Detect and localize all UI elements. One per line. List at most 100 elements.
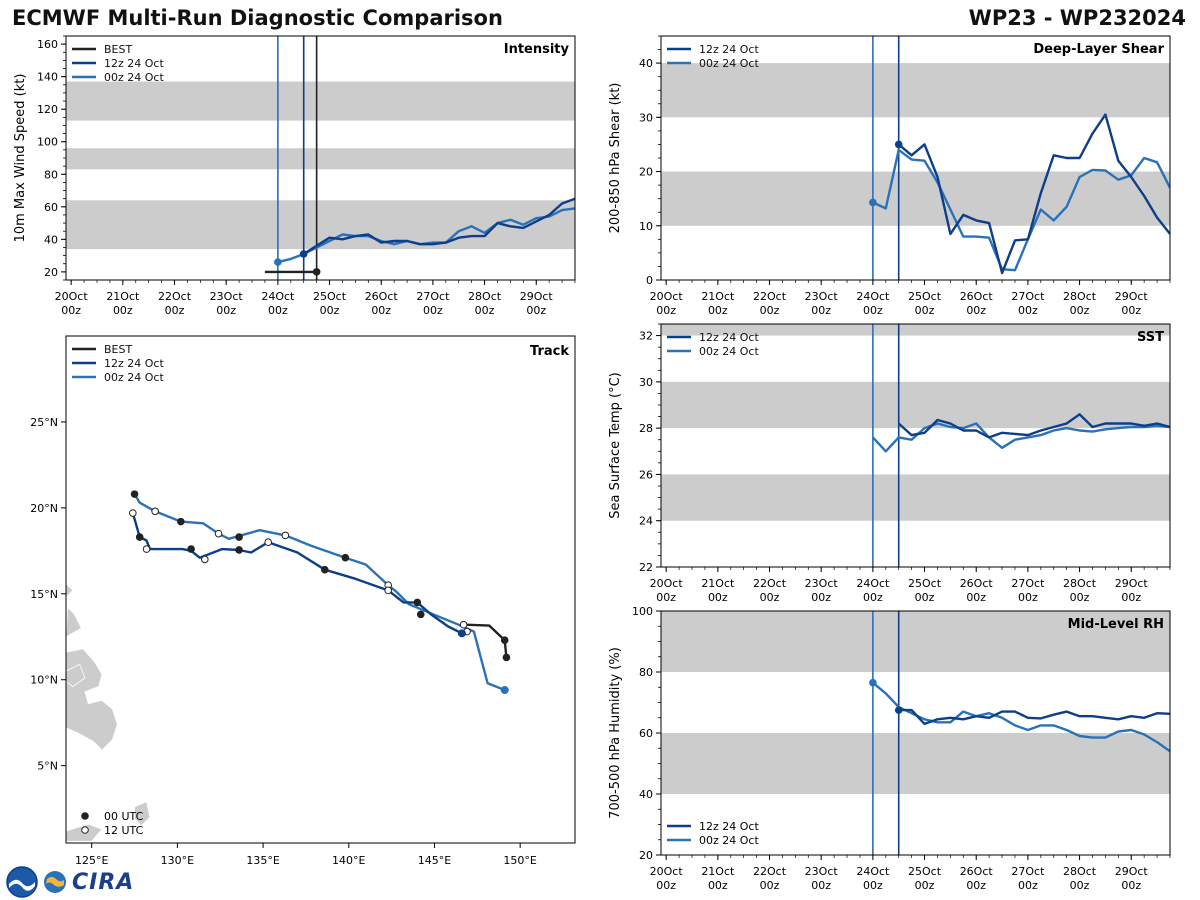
- rh-ytick-label: 60: [639, 727, 653, 740]
- sst-xtick-sublabel: 00z: [863, 591, 883, 604]
- rh-legend-label-run00z: 00z 24 Oct: [699, 834, 759, 847]
- rh-line-run00z: [872, 681, 1170, 753]
- rh-start-marker-run12z: [894, 706, 903, 714]
- logo-text: CIRA: [72, 869, 135, 895]
- intensity-line-run12z: [303, 197, 575, 256]
- track-title: Track: [530, 344, 569, 359]
- intensity-ytick-label: 160: [37, 38, 58, 51]
- sst-xtick-sublabel: 00z: [966, 591, 986, 604]
- shear-xtick-sublabel: 00z: [708, 304, 728, 317]
- rh-xtick-label: 24Oct: [856, 865, 890, 878]
- intensity-xtick-label: 21Oct: [106, 290, 140, 303]
- shear-xtick-label: 20Oct: [650, 290, 684, 303]
- sst-xtick-sublabel: 00z: [656, 591, 676, 604]
- track-dot-00utc: [413, 598, 422, 607]
- intensity-panel: 2040608010012014016020Oct00z21Oct00z22Oc…: [13, 35, 576, 317]
- intensity-xtick-sublabel: 00z: [320, 304, 340, 317]
- rh-band-1: [661, 611, 1170, 672]
- page-title: ECMWF Multi-Run Diagnostic Comparison: [12, 6, 503, 30]
- track-dot-00utc: [320, 565, 329, 574]
- intensity-ytick-label: 140: [37, 71, 58, 84]
- rh-ytick-label: 40: [639, 788, 653, 801]
- intensity-start-marker-run00z: [274, 258, 282, 266]
- shear-xtick-sublabel: 00z: [915, 304, 935, 317]
- track-xtick-label: 145°E: [418, 854, 451, 867]
- shear-xtick-label: 23Oct: [805, 290, 839, 303]
- track-ytick-label: 10°N: [30, 674, 58, 687]
- sst-ytick-label: 32: [639, 330, 653, 343]
- track-dot-00utc: [341, 553, 350, 562]
- track-dot-12utc: [201, 555, 209, 564]
- sst-xtick-label: 21Oct: [701, 577, 735, 590]
- intensity-xtick-label: 23Oct: [210, 290, 244, 303]
- track-land-0: [66, 606, 82, 638]
- sst-xtick-label: 28Oct: [1063, 577, 1097, 590]
- track-dot-12utc: [459, 620, 468, 629]
- track-dot-00utc: [130, 490, 139, 498]
- track-dot-12utc: [214, 529, 223, 538]
- shear-series-group: [869, 113, 1170, 275]
- track-xtick-label: 135°E: [246, 854, 279, 867]
- shear-xtick-sublabel: 00z: [1070, 304, 1090, 317]
- track-legend-dot-00utc: [81, 812, 89, 820]
- sst-frame: [660, 323, 1171, 568]
- intensity-xtick-sublabel: 00z: [216, 304, 236, 317]
- rh-xtick-label: 25Oct: [908, 865, 942, 878]
- sst-ylabel: Sea Surface Temp (°C): [608, 372, 623, 519]
- sst-xtick-label: 23Oct: [805, 577, 839, 590]
- sst-xtick-sublabel: 00z: [1070, 591, 1090, 604]
- intensity-xtick-label: 20Oct: [55, 290, 89, 303]
- track-land-2: [66, 663, 86, 688]
- shear-xtick-sublabel: 00z: [1121, 304, 1141, 317]
- rh-ytick-label: 100: [632, 605, 653, 618]
- shear-xtick-label: 21Oct: [701, 290, 735, 303]
- rh-xtick-sublabel: 00z: [656, 879, 676, 892]
- rh-xtick-label: 28Oct: [1063, 865, 1097, 878]
- track-land-1: [66, 648, 118, 751]
- track-dot-00utc: [177, 517, 185, 526]
- sst-title: SST: [1137, 330, 1164, 345]
- rh-xtick-sublabel: 00z: [1018, 879, 1038, 892]
- sst-band-0: [661, 474, 1170, 521]
- intensity-xtick-label: 22Oct: [158, 290, 192, 303]
- intensity-xtick-sublabel: 00z: [268, 304, 288, 317]
- intensity-xtick-label: 26Oct: [365, 290, 399, 303]
- track-ytick-label: 15°N: [30, 588, 58, 601]
- rh-xtick-label: 23Oct: [805, 865, 839, 878]
- intensity-xtick-sublabel: 00z: [61, 304, 81, 317]
- rh-band-0: [661, 733, 1170, 794]
- shear-xtick-sublabel: 00z: [1018, 304, 1038, 317]
- rh-series-group: [869, 678, 1170, 753]
- track-end-marker-run12z: [457, 629, 466, 638]
- shear-band-0: [661, 171, 1170, 226]
- sst-legend-label-run12z: 12z 24 Oct: [699, 331, 759, 344]
- track-legend-label-12utc: 12 UTC: [104, 824, 144, 837]
- shear-ytick-label: 10: [639, 220, 653, 233]
- intensity-ytick-label: 80: [44, 168, 58, 181]
- sst-band-1: [661, 381, 1170, 429]
- sst-xtick-label: 20Oct: [650, 577, 684, 590]
- intensity-ylabel: 10m Max Wind Speed (kt): [13, 74, 28, 243]
- intensity-ytick-label: 120: [37, 103, 58, 116]
- sst-ytick-label: 26: [639, 468, 653, 481]
- track-dot-12utc: [129, 509, 137, 517]
- track-land-3: [66, 582, 74, 598]
- shear-start-marker-run12z: [894, 140, 903, 149]
- shear-line-run00z: [872, 148, 1170, 272]
- rh-ytick-label: 20: [639, 849, 653, 862]
- track-dot-00utc: [500, 636, 509, 645]
- rh-panel: 2040608010020Oct00z21Oct00z22Oct00z23Oct…: [608, 605, 1171, 892]
- track-ytick-label: 5°N: [37, 760, 58, 773]
- track-legend-label-run12z: 12z 24 Oct: [104, 357, 164, 370]
- intensity-legend-label-best: BEST: [104, 43, 132, 56]
- rh-xtick-sublabel: 00z: [915, 879, 935, 892]
- rh-xtick-label: 29Oct: [1115, 865, 1149, 878]
- track-xtick-label: 140°E: [332, 854, 365, 867]
- rh-line-run12z: [898, 708, 1170, 726]
- track-dot-00utc: [502, 653, 511, 662]
- rh-xtick-sublabel: 00z: [1121, 879, 1141, 892]
- track-dot-00utc: [235, 533, 243, 541]
- track-dot-12utc: [142, 545, 151, 553]
- shear-ytick-label: 40: [639, 57, 653, 70]
